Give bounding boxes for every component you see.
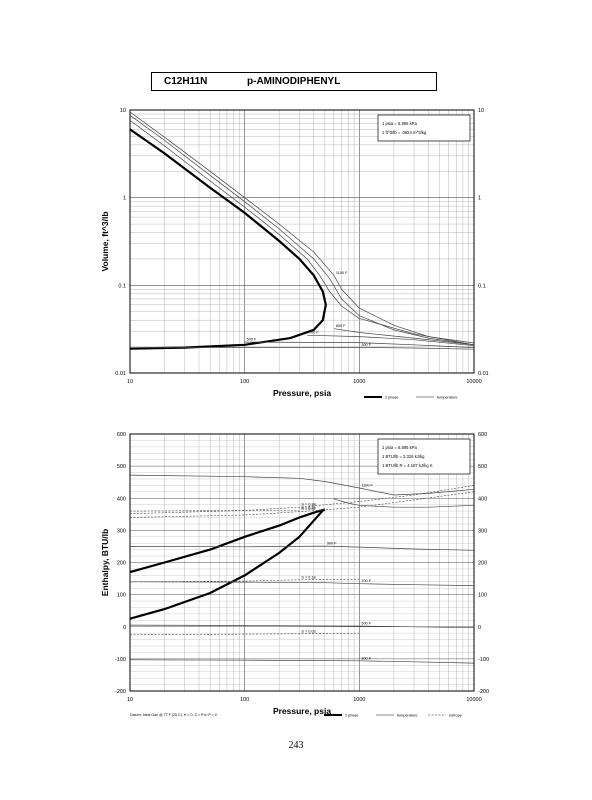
chart1-isotherm-label: 300 F — [361, 343, 371, 347]
chart2-y-tick-label-right: 600 — [478, 432, 487, 438]
chart2-x-tick-label: 100 — [240, 697, 249, 703]
chart1-y-tick-label-right: 0.1 — [478, 283, 486, 289]
compound-formula: C12H11N — [164, 76, 208, 87]
chart2-isotherm-line — [129, 545, 475, 551]
chart2-entropy-label: S = 0.38 — [301, 503, 315, 507]
chart2-y-tick-label-left: 0 — [123, 625, 126, 631]
chart2-y-tick-label-right: -200 — [478, 689, 489, 695]
chart2-legend-label: entropy — [449, 713, 462, 717]
chart1-legend-label: 2 phase — [385, 395, 399, 399]
chart1-legend-label: temperature — [437, 395, 457, 399]
chart2-isotherm-line — [129, 659, 475, 664]
chart2-y-tick-label-left: 300 — [117, 528, 126, 534]
chart1-x-tick-label: 10000 — [466, 379, 481, 385]
chart1-y-tick-label-left: 1 — [123, 196, 126, 202]
chart1-conversion-box — [377, 114, 471, 142]
chart2-y-tick-label-left: 200 — [117, 561, 126, 567]
chart2-y-tick-label-left: -200 — [115, 689, 126, 695]
chart1-isotherm-line — [307, 334, 475, 347]
chart2-x-tick-label: 10 — [127, 697, 133, 703]
chart1-isotherm-label: 800 F — [336, 324, 346, 328]
page-number: 243 — [288, 740, 304, 751]
chart2-y-tick-label-right: 400 — [478, 496, 487, 502]
chart2-legend-label: 2 phase — [345, 713, 359, 717]
chart1-x-tick-label: 10 — [127, 379, 133, 385]
chart1-isotherm-line — [244, 341, 475, 348]
chart1-two-phase-dome — [129, 128, 327, 350]
chart1-isotherm-line — [333, 328, 475, 346]
chart1-conversion-note: 1 psia = 6.895 kPa — [382, 121, 417, 126]
chart2-entropy-line — [129, 510, 300, 512]
chart1-x-tick-label: 1000 — [353, 379, 365, 385]
chart1-isotherm-label: 500 F — [247, 338, 257, 342]
chart2-legend-label: temperature — [397, 713, 417, 717]
chart1-isotherm-line — [129, 111, 475, 344]
chart2-isotherm-label: 500 F — [361, 622, 371, 626]
chart2-y-tick-label-right: 300 — [478, 528, 487, 534]
chart2-y-tick-label-left: 100 — [117, 593, 126, 599]
chart2-entropy-label: S = 0.18 — [301, 575, 315, 579]
chart2-isotherm-label: 900 F — [327, 542, 337, 546]
chart2-conversion-note: 1 psia = 6.895 kPa — [382, 445, 417, 450]
chart1-isotherm-label: 1100 F — [336, 271, 348, 275]
chart2-entropy-line — [129, 632, 360, 636]
chart2-entropy-line — [129, 491, 475, 518]
chart1-frame — [129, 109, 475, 374]
chart2-y-tick-label-right: 200 — [478, 561, 487, 567]
chart2-two-phase-dome — [129, 508, 326, 620]
compound-header: C12H11N p-AMINODIPHENYL — [151, 72, 437, 91]
chart1-isotherm-line — [129, 120, 475, 346]
chart2-isotherm-line — [129, 474, 475, 496]
chart2-entropy-label: S = 0.35 — [301, 506, 315, 510]
chart1-y-tick-label-right: 0.01 — [478, 371, 489, 377]
chart2-x-tick-label: 10000 — [466, 697, 481, 703]
chart2-y-tick-label-right: 0 — [478, 625, 481, 631]
chart2-conversion-note: 1 BTU/lb R = 4.187 kJ/kg K — [382, 463, 433, 468]
chart2-y-tick-label-right: 500 — [478, 464, 487, 470]
chart2-isotherm-line — [333, 498, 475, 508]
chart2-entropy-line — [129, 578, 360, 583]
chart2-isotherm-label: 300 F — [361, 656, 371, 660]
chart2-y-tick-label-right: -100 — [478, 657, 489, 663]
chart2-isotherm-line — [129, 624, 475, 629]
chart2-frame — [129, 433, 475, 692]
chart2-entropy-label: S = 0.37 — [301, 507, 315, 511]
chart1-y-axis-label: Volume, ft^3/lb — [100, 211, 110, 271]
chart1-y-tick-label-left: 0.01 — [115, 371, 126, 377]
chart2-conversion-note: 1 BTU/lb = 2.326 kJ/kg — [382, 454, 425, 459]
compound-name: p-AMINODIPHENYL — [247, 76, 341, 87]
chart2-conversion-box — [377, 438, 471, 475]
chart1-y-tick-label-right: 1 — [478, 196, 481, 202]
chart2-isotherm-line — [129, 581, 475, 586]
chart2-y-tick-label-left: 500 — [117, 464, 126, 470]
chart1-isotherm-line — [129, 115, 475, 346]
chart1-y-tick-label-right: 10 — [478, 108, 484, 114]
chart2-x-tick-label: 1000 — [353, 697, 365, 703]
chart2-y-tick-label-right: 100 — [478, 593, 487, 599]
chart2-isotherm-label: 1100 F — [361, 483, 373, 487]
chart1-isotherm-line — [129, 347, 475, 350]
chart1-y-tick-label-left: 0.1 — [118, 283, 126, 289]
chart1-x-tick-label: 100 — [240, 379, 249, 385]
chart2-y-axis-label: Enthalpy, BTU/lb — [100, 529, 110, 596]
chart2-entropy-label: S = 0.03 — [301, 629, 315, 633]
chart1-conversion-note: 1 ft^3/lb = .0624 m^3/kg — [382, 130, 427, 135]
chart2-y-tick-label-left: 600 — [117, 432, 126, 438]
chart1-x-axis-label: Pressure, psia — [273, 388, 331, 398]
chart2-entropy-line — [129, 485, 475, 514]
chart2-datum-footer: Datum: Ideal Gas @ 77 F (25 C), H = 0, S… — [130, 713, 217, 717]
chart2-x-axis-label: Pressure, psia — [273, 706, 331, 716]
chart1-isotherm-label: 700 F — [309, 331, 319, 335]
chart2-y-tick-label-left: 400 — [117, 496, 126, 502]
chart2-isotherm-label: 700 F — [361, 579, 371, 583]
chart2-y-tick-label-left: -100 — [115, 657, 126, 663]
chart1-y-tick-label-left: 10 — [120, 108, 126, 114]
